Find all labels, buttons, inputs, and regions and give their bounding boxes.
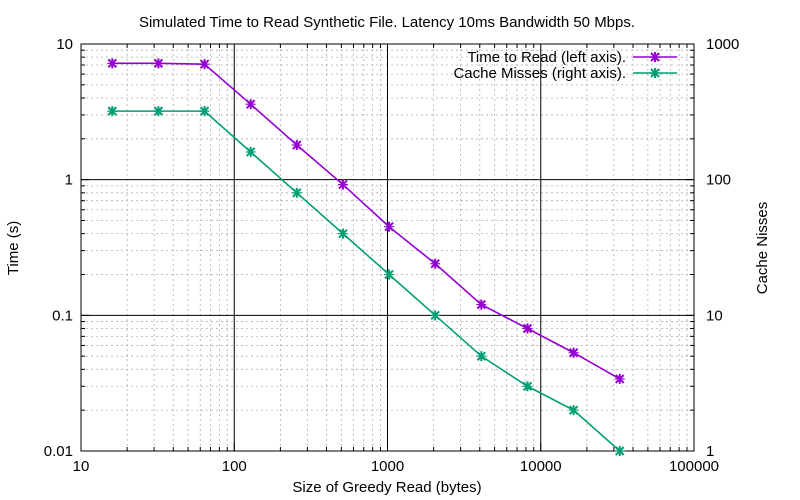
x-tick-label: 10000 (520, 458, 562, 475)
data-point (153, 58, 164, 69)
chart-title: Simulated Time to Read Synthetic File. L… (139, 14, 635, 31)
data-point (384, 269, 395, 280)
data-point (568, 405, 579, 416)
y2-tick-label: 100 (706, 172, 731, 189)
x-tick-label: 100000 (669, 458, 719, 475)
y-tick-label: 0.1 (52, 307, 73, 324)
data-point (291, 187, 302, 198)
legend-label: Time to Read (left axis). (467, 49, 626, 66)
series-layer (107, 58, 625, 456)
x-tick-label: 10 (73, 458, 90, 475)
data-point (245, 146, 256, 157)
grid-major (81, 44, 694, 451)
y-tick-label: 10 (56, 36, 73, 53)
series-line (112, 62, 621, 380)
data-point (614, 373, 625, 384)
legend: Time to Read (left axis).Cache Misses (r… (453, 49, 677, 82)
data-point (291, 140, 302, 151)
y-tick-label: 0.01 (44, 443, 73, 460)
data-point (337, 228, 348, 239)
data-point (245, 99, 256, 110)
data-point (430, 258, 441, 269)
series-1 (107, 58, 625, 384)
y2-axis-ticks: 1 10 100 1000 (686, 36, 739, 460)
data-point (614, 446, 625, 456)
y-axis-label: Time (s) (5, 221, 22, 275)
x-tick-label: 100 (222, 458, 247, 475)
data-point (384, 221, 395, 232)
data-point (568, 347, 579, 358)
legend-label: Cache Misses (right axis). (453, 65, 626, 82)
legend-marker (650, 68, 660, 78)
data-point (522, 323, 533, 334)
data-point (199, 59, 210, 70)
y2-axis-label: Cache Nisses (754, 202, 771, 295)
x-tick-label: 1000 (371, 458, 404, 475)
y2-tick-label: 1 (706, 443, 714, 460)
data-point (522, 381, 533, 392)
y2-tick-label: 10 (706, 307, 723, 324)
y-axis-ticks: 0.01 0.1 1 10 (44, 36, 89, 460)
data-point (199, 106, 210, 117)
x-axis-label: Size of Greedy Read (bytes) (292, 479, 481, 496)
legend-marker (650, 52, 660, 62)
data-point (337, 179, 348, 190)
data-point (107, 106, 118, 117)
y-tick-label: 1 (65, 172, 73, 189)
series-2 (107, 106, 625, 456)
x-axis-ticks: 10 100 1000 10000 100000 (73, 44, 719, 475)
series-line (112, 110, 621, 452)
data-point (476, 351, 487, 362)
data-point (476, 299, 487, 310)
data-point (430, 310, 441, 321)
y2-tick-label: 1000 (706, 36, 739, 53)
data-point (107, 58, 118, 69)
data-point (153, 106, 164, 117)
